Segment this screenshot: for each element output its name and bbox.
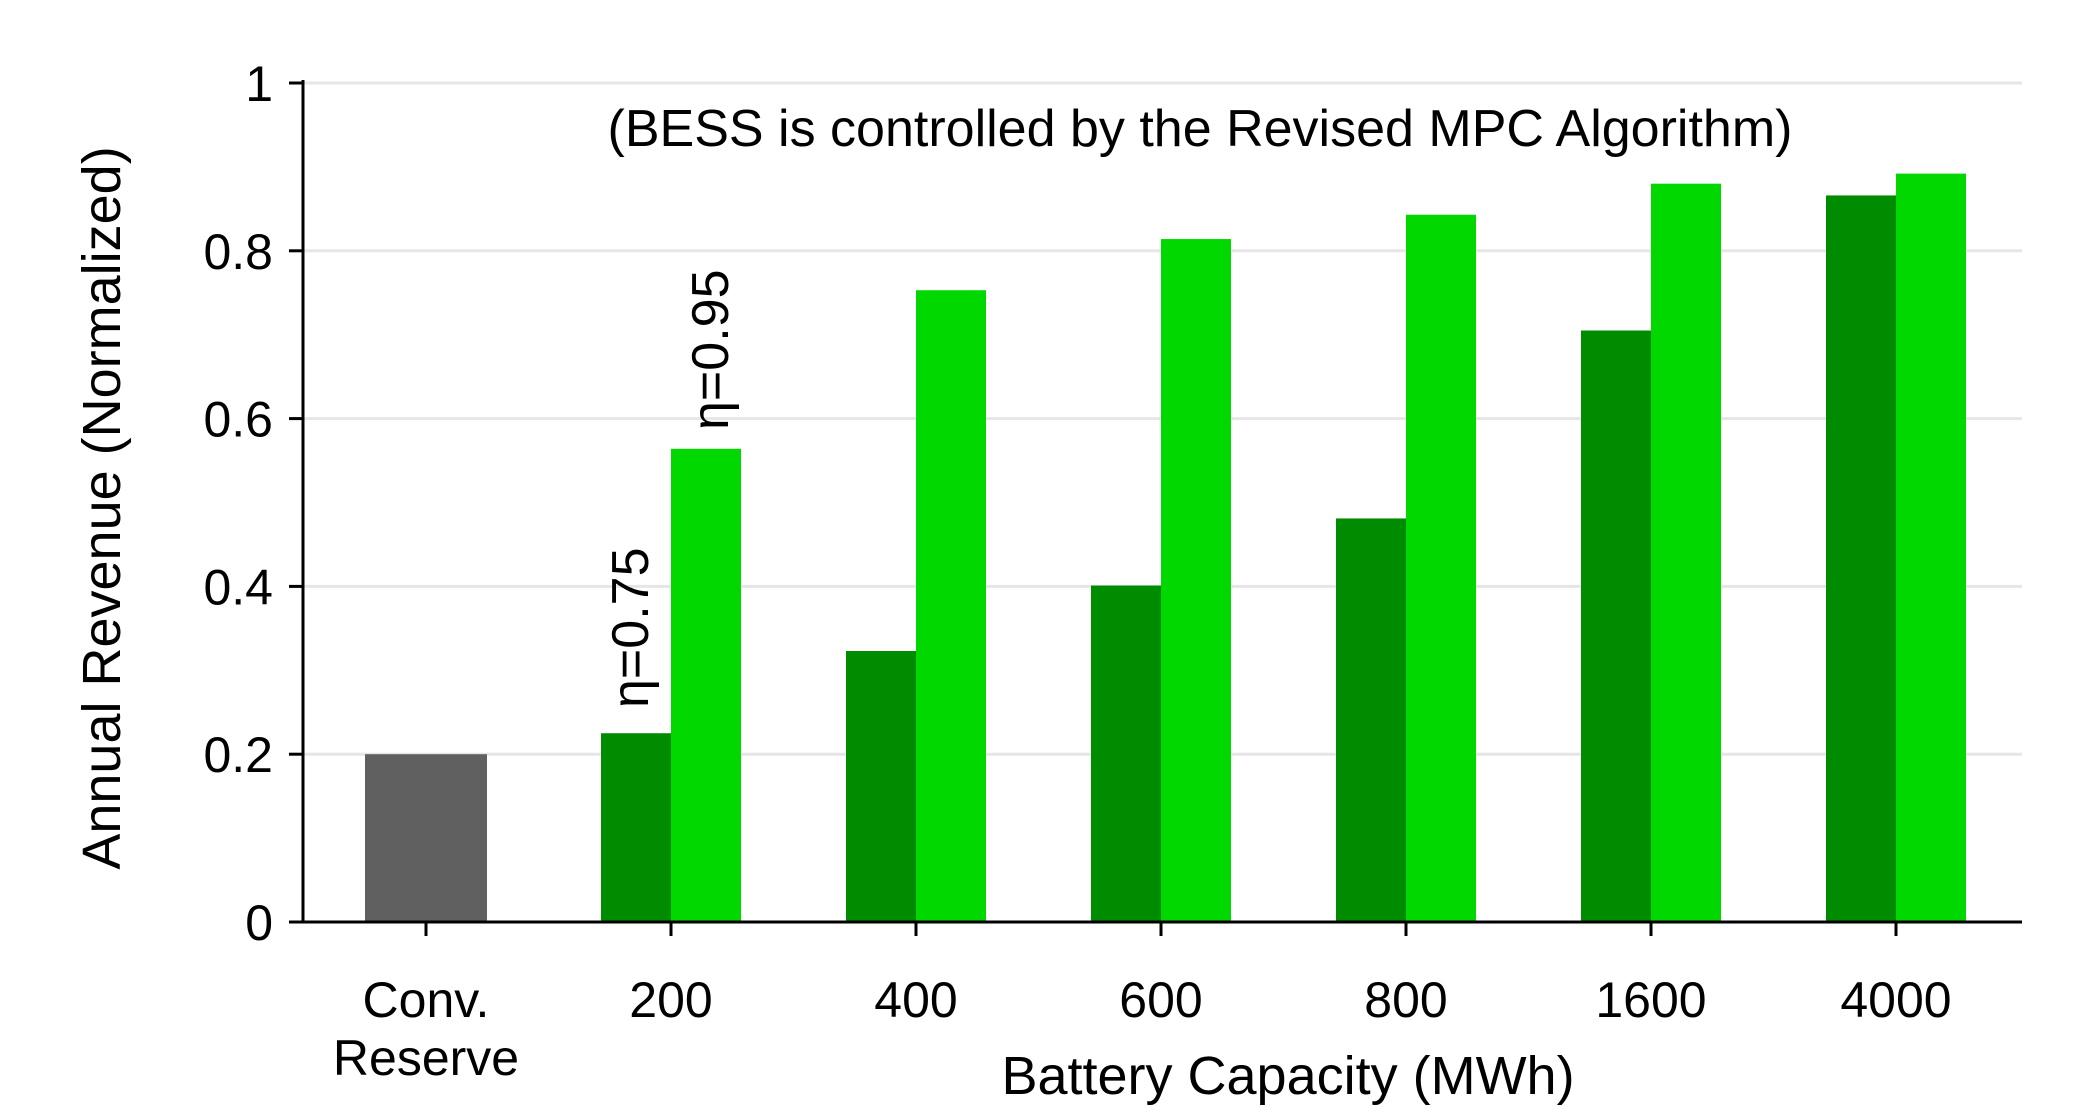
y-ticks: 0 0.2 0.4 0.6 0.8 1 bbox=[203, 56, 303, 951]
bar-eta-075-600 bbox=[1091, 585, 1161, 922]
x-ticks: Conv.Reserve 200 400 600 800 1600 4000 bbox=[333, 922, 1952, 1086]
x-tick-label: 1600 bbox=[1595, 972, 1706, 1028]
y-tick-label: 0.8 bbox=[203, 224, 273, 280]
chart-annotation: (BESS is controlled by the Revised MPC A… bbox=[608, 100, 1793, 158]
x-tick-label: 200 bbox=[629, 972, 712, 1028]
bar-eta-095-600 bbox=[1161, 239, 1231, 922]
bar-eta-095-200 bbox=[671, 448, 741, 922]
bar-eta-095-400 bbox=[916, 290, 986, 922]
series-label-eta-095: η=0.95 bbox=[682, 270, 740, 431]
x-tick-label: 400 bbox=[874, 972, 957, 1028]
y-tick-label: 0 bbox=[245, 895, 273, 951]
y-tick-label: 0.6 bbox=[203, 392, 273, 448]
x-tick-label: 600 bbox=[1119, 972, 1202, 1028]
y-tick-label: 0.2 bbox=[203, 727, 273, 783]
y-tick-label: 0.4 bbox=[203, 559, 273, 615]
bar-eta-095-800 bbox=[1406, 214, 1476, 922]
bars bbox=[365, 173, 1966, 922]
x-axis-title: Battery Capacity (MWh) bbox=[1001, 1046, 1574, 1106]
y-axis-title: Annual Revenue (Normalized) bbox=[72, 146, 132, 869]
bar-eta-075-200 bbox=[601, 733, 671, 922]
bar-eta-095-1600 bbox=[1651, 183, 1721, 922]
bar-eta-095-4000 bbox=[1896, 173, 1966, 922]
y-tick-label: 1 bbox=[245, 56, 273, 112]
bar-eta-075-800 bbox=[1336, 518, 1406, 922]
x-tick-label: 4000 bbox=[1840, 972, 1951, 1028]
x-tick-label: Conv. bbox=[363, 972, 490, 1028]
x-tick-label: Reserve bbox=[333, 1030, 519, 1086]
series-label-eta-075: η=0.75 bbox=[602, 548, 660, 709]
x-tick-label: 800 bbox=[1364, 972, 1447, 1028]
bar-eta-075-1600 bbox=[1581, 330, 1651, 922]
bar-eta-075-4000 bbox=[1826, 195, 1896, 922]
bar-conv-reserve bbox=[365, 754, 487, 922]
bar-eta-075-400 bbox=[846, 651, 916, 922]
